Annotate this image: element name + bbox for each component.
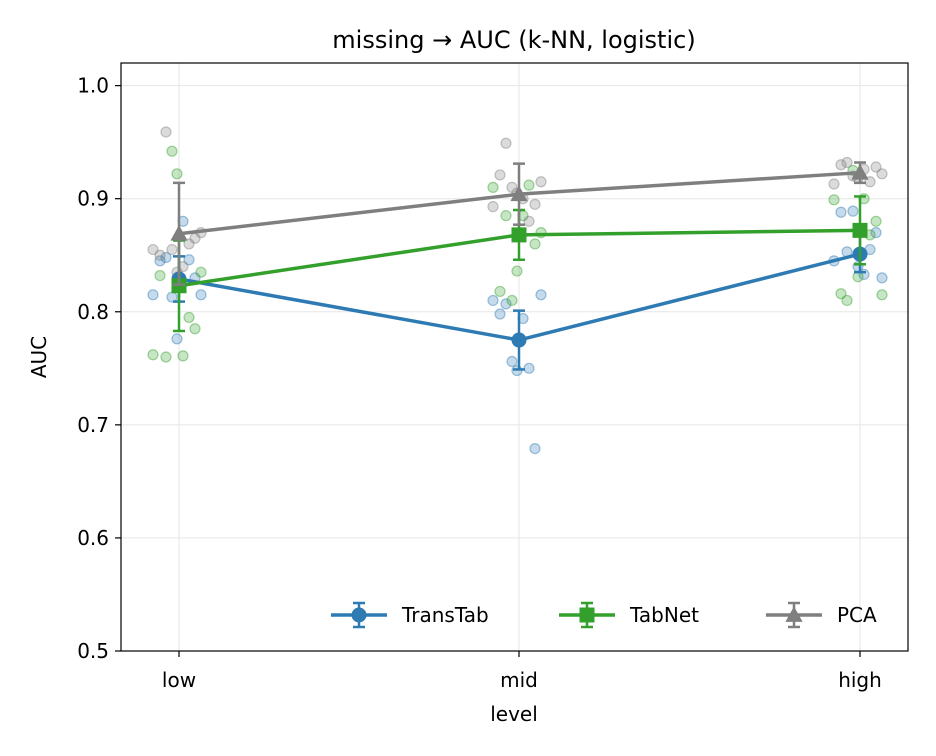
- jitter-point-transtab: [494, 308, 506, 320]
- jitter-point-tabnet: [523, 179, 535, 191]
- jitter-point-pca: [835, 159, 847, 171]
- jitter-point-transtab: [876, 272, 888, 284]
- jitter-point-pca: [487, 201, 499, 213]
- jitter-point-pca: [183, 238, 195, 250]
- jitter-point-transtab: [195, 289, 207, 301]
- data-point-tabnet: [852, 222, 868, 238]
- jitter-point-tabnet: [494, 285, 506, 298]
- jitter-point-tabnet: [876, 289, 888, 301]
- jitter-point-pca: [506, 181, 518, 193]
- jitter-point-tabnet: [160, 351, 172, 363]
- data-point-transtab: [511, 332, 527, 348]
- jitter-point-pca: [166, 243, 178, 256]
- jitter-point-pca: [160, 126, 172, 138]
- jitter-point-tabnet: [500, 210, 512, 222]
- jitter-point-tabnet: [487, 181, 499, 193]
- series: [170, 161, 869, 371]
- jitter-point-transtab: [529, 442, 541, 455]
- x-axis-label: level: [490, 702, 538, 726]
- jitter-point-transtab: [487, 294, 499, 307]
- jitter-point-tabnet: [154, 269, 166, 282]
- jitter-point-tabnet: [529, 238, 541, 250]
- y-tick-label: 0.7: [77, 413, 109, 437]
- jitter-point-pca: [876, 168, 888, 180]
- y-tick-label: 1.0: [77, 74, 109, 98]
- jitter-point-tabnet: [195, 266, 207, 278]
- jitter-point-tabnet: [189, 323, 201, 335]
- legend-label-tabnet: TabNet: [629, 603, 699, 627]
- chart-title: missing → AUC (k-NN, logistic): [332, 26, 695, 54]
- jitter-point-transtab: [523, 362, 535, 374]
- data-point-pca: [510, 185, 528, 202]
- jitter-point-tabnet: [171, 168, 183, 180]
- legend-marker-transtab: [351, 607, 367, 623]
- y-tick-label: 0.8: [77, 300, 109, 324]
- jitter-point-transtab: [835, 206, 847, 218]
- x-tick-label: high: [838, 668, 882, 692]
- data-point-tabnet: [511, 227, 527, 243]
- jitter-point-tabnet: [511, 265, 523, 277]
- jitter-point-pca: [841, 156, 853, 169]
- jitter-point-pca: [529, 198, 541, 210]
- data-point-pca: [170, 225, 188, 241]
- jitter-point-tabnet: [870, 215, 882, 227]
- jitter-point-transtab: [154, 255, 166, 267]
- jitter-point-transtab: [870, 227, 882, 239]
- y-tick-label: 0.9: [77, 187, 109, 211]
- jitter-point-pca: [828, 178, 840, 190]
- data-point-pca: [851, 164, 869, 180]
- jitter-points: [147, 126, 888, 455]
- jitter-point-tabnet: [835, 288, 847, 300]
- jitter-point-tabnet: [147, 349, 159, 361]
- y-axis-label: AUC: [27, 336, 51, 378]
- legend: TransTab TabNet PCA: [331, 601, 877, 629]
- legend-label-transtab: TransTab: [401, 603, 489, 627]
- x-tick-label: low: [162, 668, 196, 692]
- legend-label-pca: PCA: [837, 603, 877, 627]
- jitter-point-tabnet: [506, 294, 518, 307]
- x-tick-label: mid: [500, 668, 538, 692]
- jitter-point-transtab: [147, 289, 159, 301]
- jitter-point-transtab: [535, 289, 547, 301]
- jitter-point-tabnet: [183, 311, 195, 324]
- y-tick-label: 0.6: [77, 526, 109, 550]
- jitter-point-pca: [870, 161, 882, 173]
- axes: 0.5 0.6 0.7 0.8 0.9 1.0 low mid high: [77, 74, 882, 692]
- jitter-point-pca: [154, 249, 166, 261]
- legend-marker-tabnet: [579, 607, 595, 623]
- jitter-point-pca: [147, 243, 159, 256]
- jitter-point-tabnet: [177, 350, 189, 362]
- legend-marker-pca: [785, 606, 803, 622]
- y-tick-label: 0.5: [77, 639, 109, 663]
- jitter-point-tabnet: [841, 294, 853, 307]
- jitter-point-pca: [523, 215, 535, 227]
- jitter-point-transtab: [500, 298, 512, 310]
- jitter-point-tabnet: [828, 194, 840, 206]
- jitter-point-tabnet: [166, 145, 178, 157]
- jitter-point-pca: [494, 169, 506, 181]
- jitter-point-transtab: [160, 251, 172, 264]
- jitter-point-pca: [500, 137, 512, 149]
- jitter-point-transtab: [171, 333, 183, 345]
- plot-frame: [120, 62, 909, 652]
- jitter-point-transtab: [847, 205, 859, 217]
- jitter-point-transtab: [183, 254, 195, 266]
- jitter-point-transtab: [506, 355, 518, 368]
- jitter-point-pca: [535, 176, 547, 188]
